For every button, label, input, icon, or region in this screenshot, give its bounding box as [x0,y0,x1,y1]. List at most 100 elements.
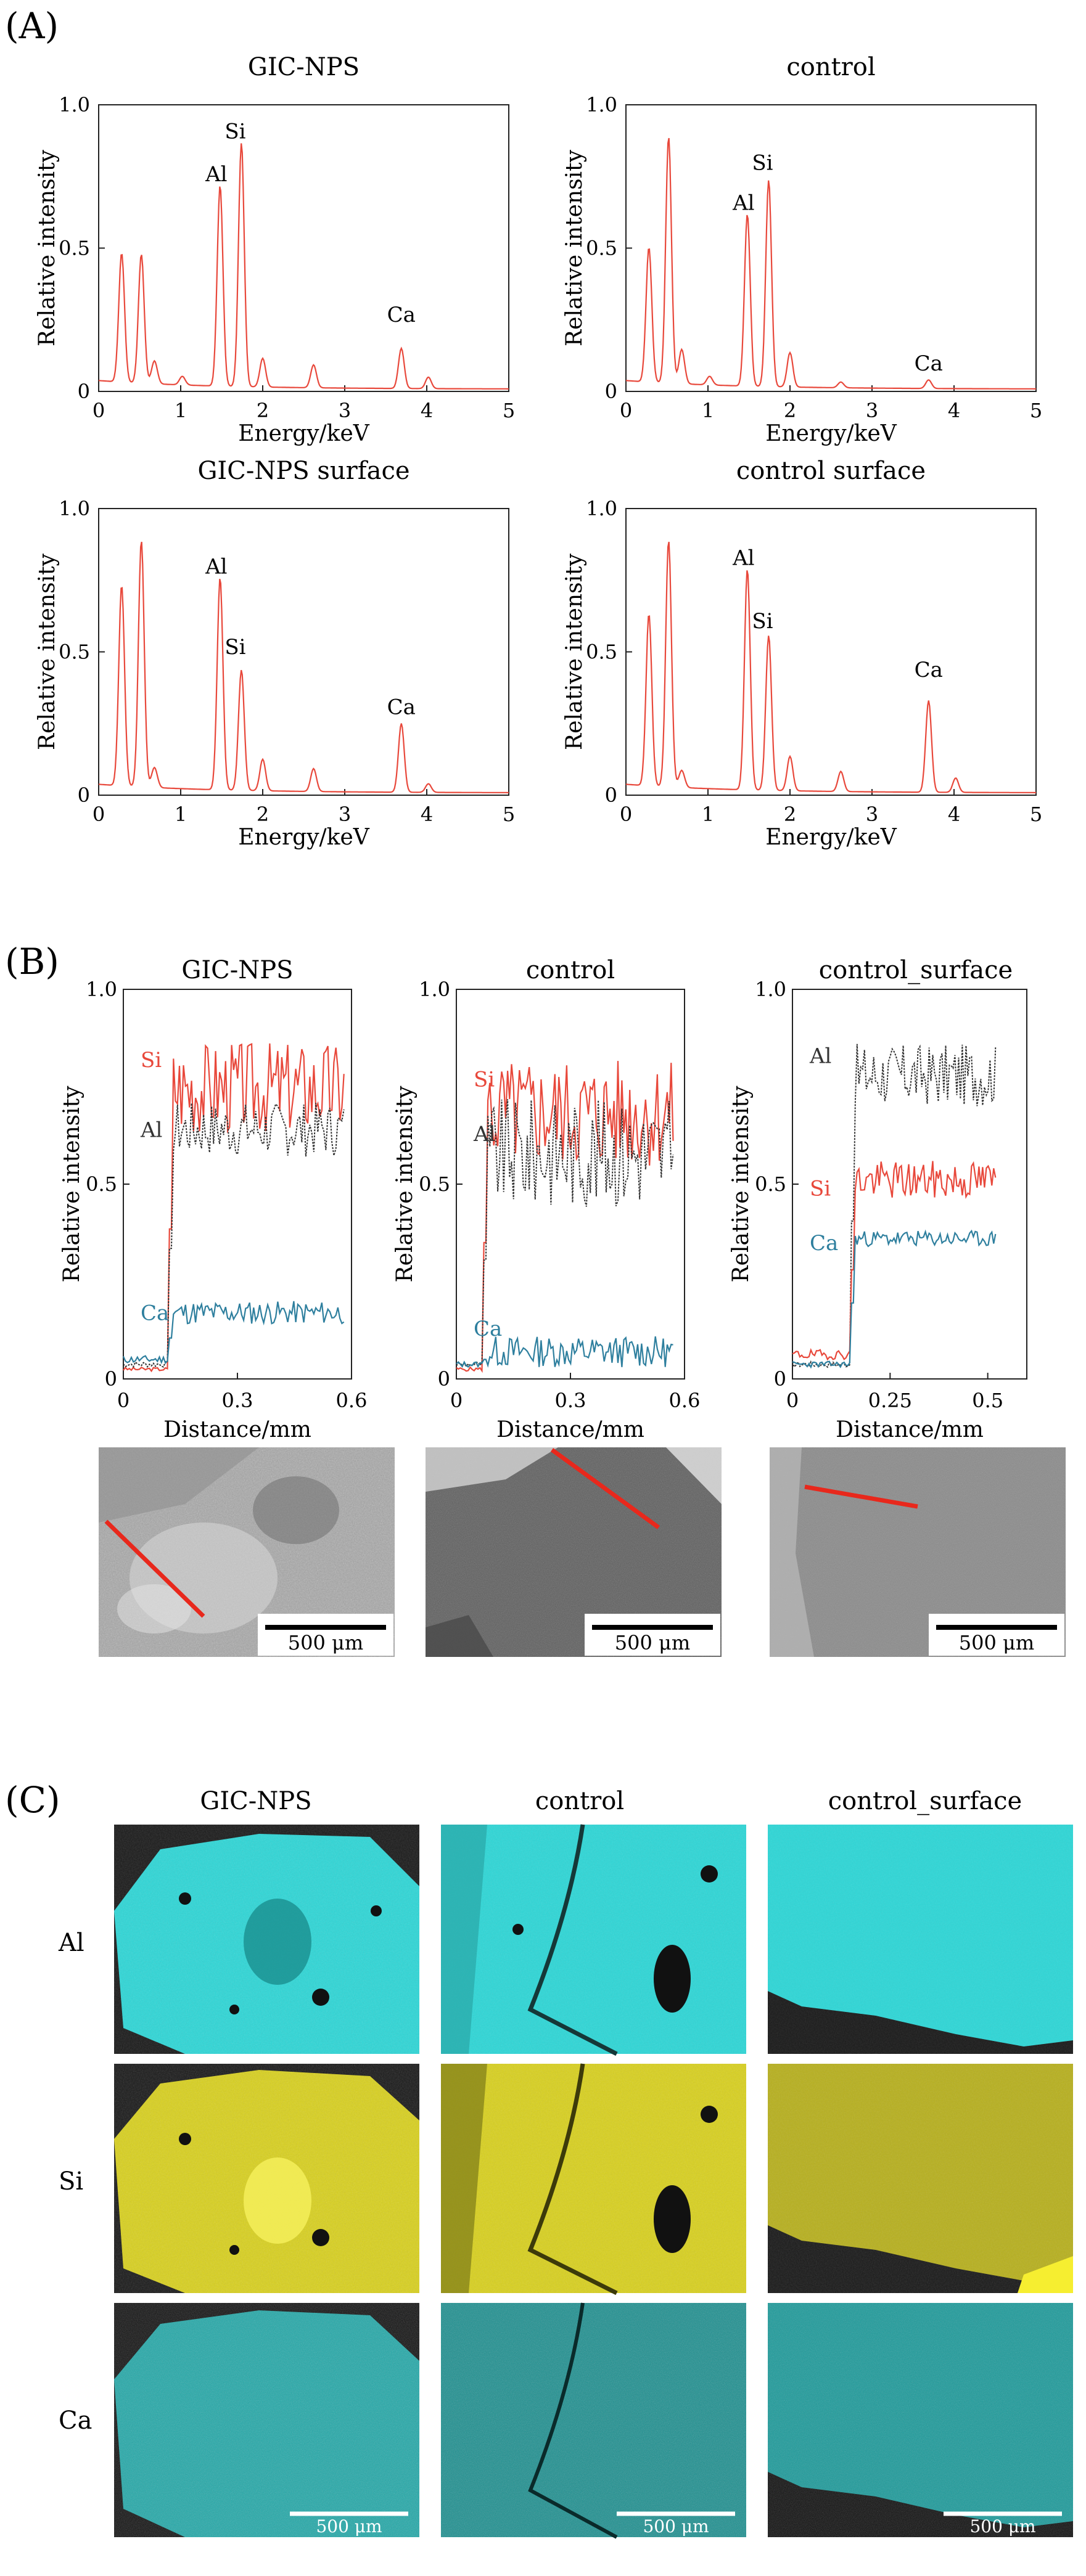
x-tick-label: 0 [620,803,632,826]
peak-label-al: Al [732,546,754,571]
map-al-gic-nps [114,1825,419,2054]
scan-line [804,1484,918,1509]
peak-label-ca: Ca [387,303,416,327]
x-tick-label: 3 [866,399,878,422]
series-line-si [792,1161,997,1361]
y-tick-label: 1.0 [59,497,90,520]
x-axis-label: Energy/keV [238,825,370,850]
map-al-control-surface [768,1825,1073,2054]
series-label-al: Al [809,1044,831,1068]
x-tick-label: 0 [620,399,632,422]
plot-frame [625,104,1037,392]
y-tick-label: 0.5 [59,640,90,664]
x-tick-label: 0.3 [555,1389,586,1412]
map-ca-control: 500 μm [441,2302,746,2539]
series-line-al [792,1044,997,1368]
scalebar-label: 500 μm [615,1631,690,1654]
scan-line [104,1519,205,1618]
x-axis-label: Energy/keV [765,421,897,446]
scan-line [550,1448,660,1529]
y-tick-label: 0.5 [86,1172,117,1196]
y-tick-label: 1.0 [59,93,90,117]
x-tick-label: 1 [175,399,187,422]
x-axis-label: Distance/mm [496,1417,644,1442]
line-scan-chart: control 0 0.3 0.6 0 0.5 1.0 Distance/mm Relative… [392,956,700,1442]
peak-label-ca: Ca [915,658,943,682]
peak-label-si: Si [752,151,773,176]
x-tick-label: 0.6 [669,1389,701,1412]
x-tick-label: 5 [503,803,515,826]
map-col-title-control-surface: control_surface [828,1787,1022,1815]
chart-title: control [526,956,615,984]
x-tick-label: 3 [866,803,878,826]
spectrum-chart: GIC-NPS surface 0 1 2 3 4 5 0 0.5 1.0 Energy/keV Re… [35,457,515,850]
x-tick-label: 1 [702,803,714,826]
line-scan-chart: GIC-NPS 0 0.3 0.6 0 0.5 1.0 Distance/mm Relative… [59,956,367,1442]
series-label-al: Al [473,1122,495,1147]
series-label-ca: Ca [141,1301,169,1326]
map-si-control-surface [768,2064,1073,2293]
plot-frame [625,508,1037,796]
y-tick-label: 1.0 [419,978,450,1001]
y-tick-label: 0 [438,1367,450,1391]
peak-label-si: Si [224,635,245,660]
y-tick-label: 0 [605,783,617,807]
line-scan-panel: GIC-NPS 0 0.3 0.6 0 0.5 1.0 Distance/mm Relative… [59,956,1027,1442]
y-tick-label: 0.5 [755,1172,786,1196]
scalebar-label: 500 μm [288,1631,363,1654]
y-tick-label: 1.0 [586,93,617,117]
x-tick-label: 2 [784,399,796,422]
y-axis-label: Relative intensity [562,149,587,346]
series-line-si [123,1043,345,1373]
spectrum-line [625,137,1036,390]
chart-title: control_surface [819,956,1013,984]
map-si-gic-nps [114,2064,419,2293]
y-tick-label: 0.5 [586,237,617,260]
sem-image-gic-nps: 500 μm [99,1447,395,1657]
map-col-title-gic-nps: GIC-NPS [200,1787,311,1815]
x-tick-label: 0.5 [972,1389,1003,1412]
y-tick-label: 0 [605,380,617,403]
x-tick-label: 5 [1030,399,1042,422]
x-tick-label: 3 [339,399,351,422]
series-label-si: Si [141,1048,162,1073]
map-ca-gic-nps: 500 μm [114,2303,419,2537]
spectrum-chart: GIC-NPS 0 1 2 3 4 5 0 0.5 1.0 Energy/keV Relative i… [35,53,515,446]
panel-label-a: (A) [5,5,59,47]
y-axis-label: Relative intensity [562,553,587,750]
map-row-label-si: Si [59,2167,83,2196]
series-line-ca [456,1336,673,1368]
map-ca-control-surface: 500 μm [768,2303,1073,2537]
y-axis-label: Relative intensity [728,1086,754,1283]
series-line-ca [122,1301,345,1365]
scalebar-label: 500 μm [643,2516,709,2537]
series-label-ca: Ca [810,1231,838,1256]
chart-title: GIC-NPS [181,956,293,984]
x-tick-label: 0.6 [336,1389,368,1412]
peak-label-al: Al [732,191,754,216]
x-tick-label: 0 [93,399,105,422]
sem-image-control-surface: 500 μm [770,1447,1066,1657]
x-axis-label: Energy/keV [238,421,370,446]
scalebar-label: 500 μm [316,2516,382,2537]
y-tick-label: 0 [774,1367,786,1391]
map-row-label-al: Al [58,1929,84,1957]
y-axis-label: Relative intensity [392,1086,418,1283]
y-tick-label: 0 [78,783,90,807]
scalebar-label: 500 μm [959,1631,1034,1654]
x-tick-label: 4 [421,803,433,826]
peak-label-al: Al [205,162,227,187]
spectrum-chart: control surface 0 1 2 3 4 5 0 0.5 1.0 Energy/keV Re… [562,457,1042,850]
series-line-al [123,1103,345,1368]
peak-label-si: Si [224,119,245,144]
spectrum-line [98,541,509,793]
spectrum-line [625,541,1036,793]
x-tick-label: 0.25 [868,1389,912,1412]
chart-title: control surface [736,457,926,485]
spectrum-line [98,143,509,390]
y-tick-label: 0.5 [419,1172,450,1196]
x-tick-label: 1 [702,399,714,422]
peak-label-al: Al [205,555,227,579]
series-label-ca: Ca [474,1317,502,1341]
